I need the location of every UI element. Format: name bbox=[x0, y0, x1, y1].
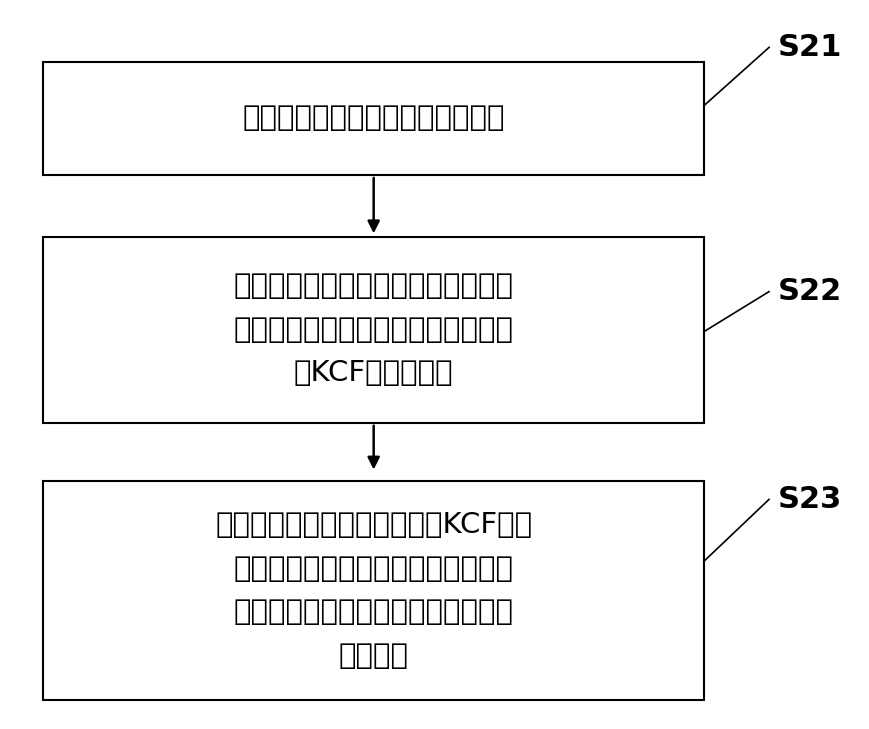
Text: S21: S21 bbox=[778, 33, 842, 62]
FancyBboxPatch shape bbox=[43, 237, 704, 423]
FancyBboxPatch shape bbox=[43, 62, 704, 175]
Text: 依次读入每一帧视频影像，向KCF目标
跟踪器输入当前帧视频影像，返回跟
踪目标在当前帧视频影像中的位置检
测框坐标: 依次读入每一帧视频影像，向KCF目标 跟踪器输入当前帧视频影像，返回跟 踪目标在… bbox=[216, 511, 532, 670]
Text: 获取第一帧视频影像上的目标区域: 获取第一帧视频影像上的目标区域 bbox=[242, 104, 505, 133]
Text: S23: S23 bbox=[778, 485, 842, 514]
Text: S22: S22 bbox=[778, 277, 842, 306]
Text: 根据目标区域得到跟踪目标在第一帧
视频影像中的位置检测框坐标，初始
化KCF目标跟踪器: 根据目标区域得到跟踪目标在第一帧 视频影像中的位置检测框坐标，初始 化KCF目标… bbox=[234, 273, 514, 387]
FancyBboxPatch shape bbox=[43, 481, 704, 700]
